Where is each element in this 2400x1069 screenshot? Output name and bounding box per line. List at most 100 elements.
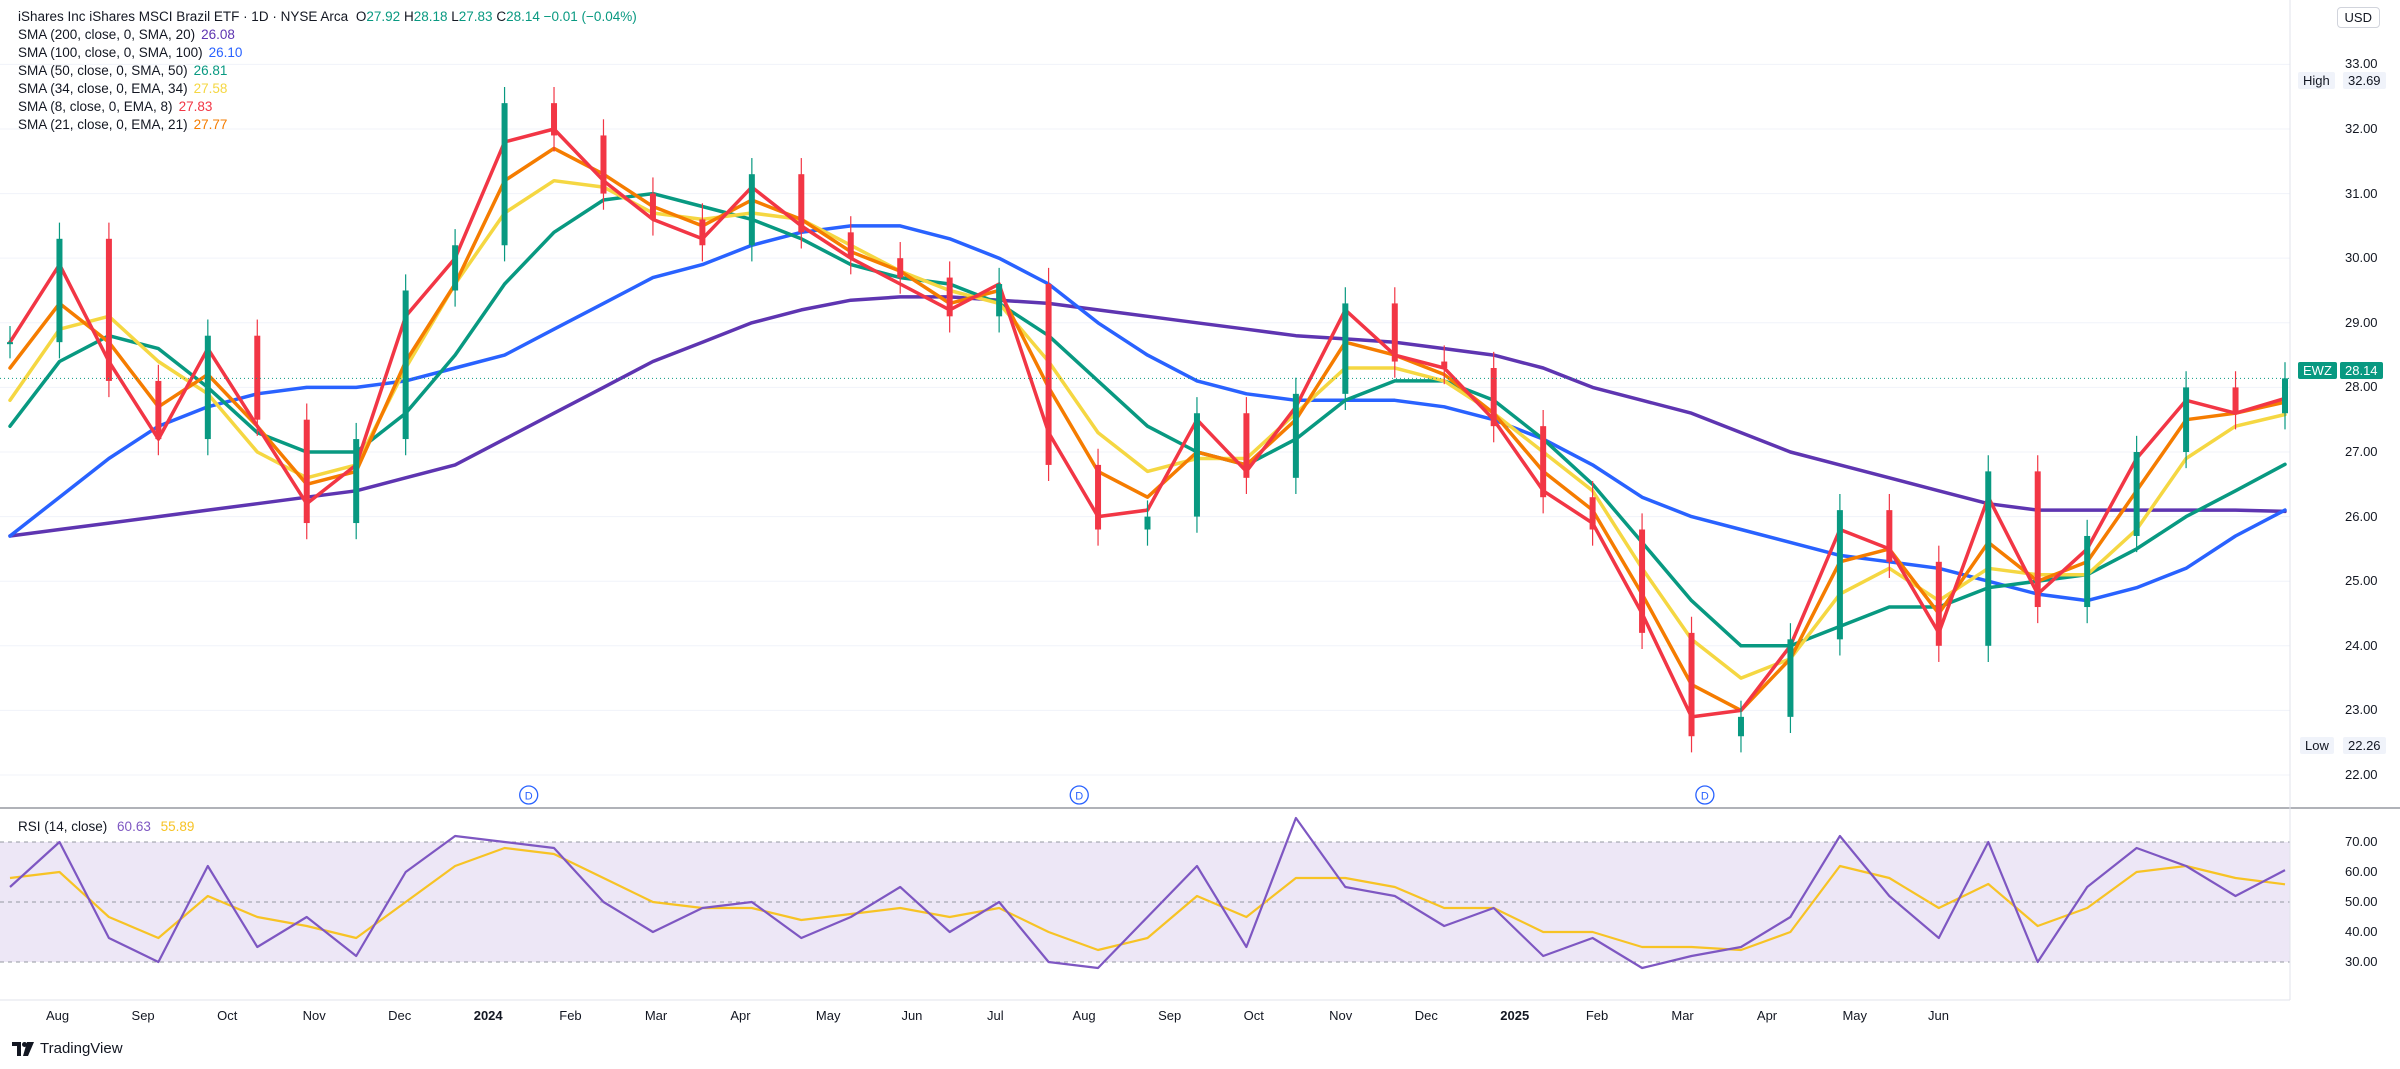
dividend-marker-icon	[1695, 785, 1715, 805]
indicator-label: SMA (8, close, 0, EMA, 8)	[18, 99, 173, 114]
rsi-tick-label: 70.00	[2345, 834, 2378, 849]
ma-line-2	[8, 224, 2287, 603]
time-tick-label: Nov	[302, 1008, 326, 1023]
high-label-tag: High	[2298, 72, 2335, 89]
candle-body	[402, 290, 409, 440]
candle-body	[1144, 516, 1151, 530]
low-label-tag: Low	[2300, 737, 2334, 754]
dividend-marker-label: D	[525, 791, 533, 803]
time-tick-label: 2024	[473, 1008, 503, 1023]
price-tick-label: 27.00	[2345, 443, 2378, 459]
ma-line-5	[8, 127, 2287, 719]
price-tick-label: 31.00	[2345, 185, 2378, 201]
candle-body	[2034, 471, 2041, 608]
ma-line-1	[8, 295, 2287, 538]
indicator-row[interactable]: SMA (34, close, 0, EMA, 34) 27.58	[18, 80, 227, 98]
change-value: −0.01 (−0.04%)	[543, 9, 637, 24]
candle-body	[1490, 368, 1497, 427]
price-tick-label: 32.00	[2345, 120, 2378, 136]
candle-body	[56, 238, 63, 343]
candle-body	[1985, 471, 1992, 646]
time-tick-label: Mar	[1671, 1008, 1694, 1023]
price-tick-label: 26.00	[2345, 508, 2378, 524]
candle-body	[254, 335, 261, 420]
candle-body	[1639, 529, 1646, 633]
indicator-label: SMA (50, close, 0, SMA, 50)	[18, 63, 188, 78]
rsi-tick-label: 30.00	[2345, 954, 2378, 969]
rsi-layer	[0, 816, 2290, 970]
price-tick-label: 29.00	[2345, 314, 2378, 330]
indicator-label: SMA (100, close, 0, SMA, 100)	[18, 45, 203, 60]
indicator-row[interactable]: SMA (100, close, 0, SMA, 100) 26.10	[18, 44, 242, 62]
indicator-value: 26.10	[208, 45, 243, 60]
candle-body	[798, 174, 805, 233]
candle-body	[699, 219, 706, 246]
candle-body	[1935, 561, 1942, 646]
price-tick-label: 30.00	[2345, 250, 2378, 266]
time-tick-label: Jun	[1928, 1008, 1949, 1023]
indicator-row[interactable]: SMA (200, close, 0, SMA, 20) 26.08	[18, 26, 235, 44]
time-tick-label: Nov	[1329, 1008, 1353, 1023]
indicator-label: SMA (200, close, 0, SMA, 20)	[18, 27, 196, 42]
indicator-value: 27.77	[193, 117, 228, 132]
candle-body	[1787, 639, 1794, 717]
rsi-signal-line	[9, 846, 2286, 952]
indicator-value: 26.08	[201, 27, 235, 42]
indicator-row[interactable]: SMA (50, close, 0, SMA, 50) 26.81	[18, 62, 227, 80]
rsi-tick-label: 60.00	[2345, 864, 2378, 879]
candle-body	[847, 232, 854, 259]
candle-body	[1095, 464, 1102, 530]
candle-body	[946, 277, 953, 317]
indicator-value: 26.81	[193, 63, 228, 78]
low-value-tag: 22.26	[2343, 737, 2386, 754]
time-tick-label: Aug	[46, 1008, 70, 1023]
candle-body	[551, 103, 558, 136]
candle-body	[1193, 413, 1200, 517]
time-tick-label: Dec	[388, 1008, 412, 1023]
time-tick-label: Feb	[1585, 1008, 1609, 1023]
candle-body	[649, 193, 656, 220]
candle-body	[155, 380, 162, 440]
symbol-title: iShares Inc iShares MSCI Brazil ETF · 1D…	[18, 9, 349, 24]
ma-line-6	[8, 146, 2287, 713]
candle-body	[600, 135, 607, 194]
dividend-marker-icon	[519, 785, 539, 805]
candle-body	[452, 245, 459, 291]
candle-body	[2232, 387, 2239, 414]
time-tick-label: Dec	[1414, 1008, 1438, 1023]
time-tick-label: Oct	[217, 1008, 238, 1023]
ohlc-values: O27.92 H28.18 L27.83 C28.14 −0.01 (−0.04…	[355, 9, 637, 24]
rsi-header[interactable]: RSI (14, close) 60.63 55.89	[18, 819, 195, 834]
indicator-label: SMA (34, close, 0, EMA, 34)	[18, 81, 188, 96]
indicator-label: SMA (21, close, 0, EMA, 21)	[18, 117, 188, 132]
indicator-row[interactable]: SMA (8, close, 0, EMA, 8) 27.83	[18, 98, 212, 116]
candle-body	[1886, 510, 1893, 562]
candle-body	[2084, 535, 2091, 608]
indicator-row[interactable]: SMA (21, close, 0, EMA, 21) 27.77	[18, 116, 227, 134]
time-tick-label: Aug	[1072, 1008, 1096, 1023]
candle-body	[1737, 716, 1744, 737]
time-tick-label: May	[815, 1008, 841, 1023]
ma-line-3	[8, 191, 2287, 648]
price-tick-label: 33.00	[2345, 56, 2378, 72]
dividend-marker-icon	[1069, 785, 1089, 805]
time-tick-label: Apr	[1756, 1008, 1778, 1023]
candle-body	[1391, 303, 1398, 362]
candle-body	[1045, 284, 1052, 465]
price-tick-label: 22.00	[2345, 767, 2378, 782]
candle-body	[1342, 303, 1349, 394]
time-tick-label: May	[1842, 1008, 1868, 1023]
price-tick-label: 24.00	[2345, 637, 2378, 653]
candle-body	[1688, 632, 1695, 737]
tradingview-logo[interactable]: TradingView	[12, 1040, 123, 1057]
high-value-tag: 32.69	[2343, 72, 2386, 89]
candle-body	[501, 103, 508, 246]
candle-body	[204, 335, 211, 440]
time-tick-label: Feb	[559, 1008, 582, 1023]
currency-button[interactable]: USD	[2336, 7, 2380, 28]
candle-body	[996, 284, 1003, 317]
price-grid	[0, 63, 2290, 776]
last-price-symbol-tag: EWZ	[2298, 362, 2337, 379]
dividend-marker-label: D	[1701, 791, 1709, 803]
